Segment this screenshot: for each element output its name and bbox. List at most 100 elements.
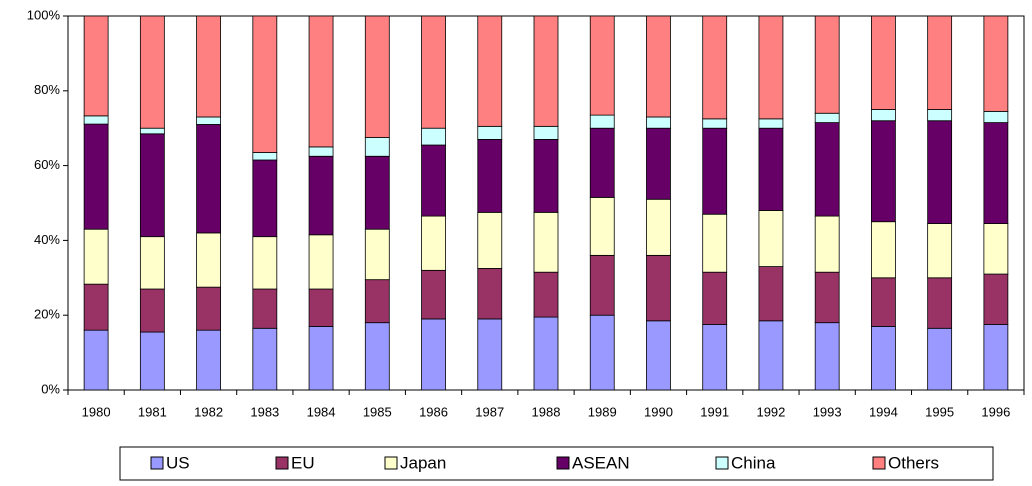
x-tick-label: 1996 xyxy=(981,404,1010,419)
bar-segment xyxy=(814,322,840,391)
bar-segment xyxy=(814,122,840,217)
legend-swatch xyxy=(384,456,398,470)
bar-segment xyxy=(927,15,953,110)
bar-segment xyxy=(477,268,503,320)
bar-segment xyxy=(589,114,615,129)
bar-segment xyxy=(589,127,615,198)
legend-label: Others xyxy=(888,453,939,472)
bar-segment xyxy=(927,109,953,122)
bar-segment xyxy=(308,326,334,391)
bar-segment xyxy=(364,137,390,157)
bar-segment xyxy=(702,15,728,120)
bar-segment xyxy=(646,198,671,256)
bar-segment xyxy=(983,324,1009,391)
bar-segment xyxy=(871,277,896,327)
bar-segment xyxy=(871,109,896,122)
bar-segment xyxy=(927,277,953,329)
bar-segment xyxy=(364,15,390,138)
bar-segment xyxy=(477,125,503,140)
x-tick-label: 1987 xyxy=(475,404,504,419)
bar-segment xyxy=(364,322,390,391)
bar-segment xyxy=(814,112,840,123)
bar-segment xyxy=(308,155,334,236)
bar-segment xyxy=(702,324,728,391)
bar-segment xyxy=(196,124,221,234)
y-tick-label: 60% xyxy=(34,157,60,172)
bar-segment xyxy=(421,144,446,217)
bar-segment xyxy=(927,327,953,391)
bar-segment xyxy=(533,211,559,273)
bar-segment xyxy=(758,127,784,211)
bar-segment xyxy=(139,331,165,391)
bar-segment xyxy=(646,15,671,118)
bar-segment xyxy=(871,221,896,279)
legend-label: US xyxy=(166,453,190,472)
bar-segment xyxy=(364,155,390,230)
bar-segment xyxy=(83,15,109,117)
bar-segment xyxy=(702,118,728,129)
bar-segment xyxy=(308,288,334,327)
bar-segment xyxy=(871,120,896,223)
bar-segment xyxy=(421,318,446,391)
bar-segment xyxy=(139,15,165,129)
legend-swatch xyxy=(556,456,570,470)
bar-segment xyxy=(196,232,221,288)
legend-swatch xyxy=(715,456,729,470)
y-tick-label: 40% xyxy=(34,232,60,247)
legend-swatch xyxy=(150,456,164,470)
bar-segment xyxy=(702,271,728,325)
bar-segment xyxy=(983,15,1009,112)
bar-segment xyxy=(533,139,559,213)
bar-segment xyxy=(589,15,615,116)
bar-segment xyxy=(814,215,840,273)
bar-segment xyxy=(589,196,615,256)
bar-segment xyxy=(758,15,784,120)
bar-segment xyxy=(308,15,334,148)
bar-segment xyxy=(871,15,896,110)
x-tick-label: 1994 xyxy=(869,404,898,419)
bar-segment xyxy=(758,118,784,129)
x-tick-label: 1991 xyxy=(700,404,729,419)
x-tick-label: 1989 xyxy=(588,404,617,419)
bar-segment xyxy=(83,123,109,230)
bar-segment xyxy=(364,228,390,281)
bar-segment xyxy=(646,127,671,200)
bar-segment xyxy=(702,127,728,215)
legend-label: EU xyxy=(291,453,315,472)
bar-segment xyxy=(983,223,1009,275)
bar-segment xyxy=(252,152,278,161)
x-tick-label: 1990 xyxy=(644,404,673,419)
bar-segment xyxy=(308,234,334,290)
x-tick-label: 1982 xyxy=(194,404,223,419)
x-tick-label: 1985 xyxy=(363,404,392,419)
bar-segment xyxy=(983,122,1009,224)
bar-segment xyxy=(758,210,784,267)
x-tick-label: 1995 xyxy=(925,404,954,419)
bar-segment xyxy=(252,159,278,238)
bar-segment xyxy=(533,125,559,140)
legend-label: Japan xyxy=(400,453,446,472)
bar-segment xyxy=(196,116,221,125)
x-tick-label: 1984 xyxy=(307,404,336,419)
bar-segment xyxy=(421,215,446,271)
y-tick-label: 0% xyxy=(41,381,60,396)
bar-segment xyxy=(758,320,784,391)
bar-segment xyxy=(477,15,503,127)
x-tick-label: 1980 xyxy=(82,404,111,419)
bar-segment xyxy=(196,286,221,331)
bar-segment xyxy=(702,213,728,273)
x-tick-label: 1988 xyxy=(532,404,561,419)
bar-segment xyxy=(983,110,1009,123)
bar-segment xyxy=(927,223,953,279)
bar-segment xyxy=(927,120,953,224)
bar-segment xyxy=(871,326,896,391)
x-tick-label: 1981 xyxy=(138,404,167,419)
legend-label: China xyxy=(731,453,776,472)
legend-label: ASEAN xyxy=(572,453,630,472)
bar-segment xyxy=(83,115,109,125)
legend-swatch xyxy=(872,456,886,470)
bar-segment xyxy=(646,320,671,391)
y-tick-label: 100% xyxy=(27,7,61,22)
bar-segment xyxy=(252,327,278,391)
